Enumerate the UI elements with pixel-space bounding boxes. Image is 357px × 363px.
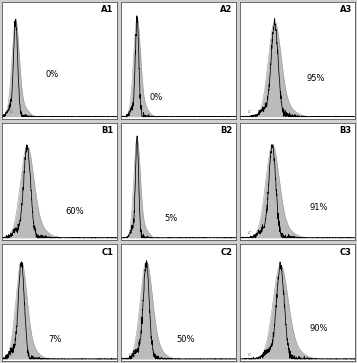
Text: 7%: 7%: [48, 335, 61, 344]
Text: C3: C3: [340, 248, 352, 257]
Text: c: c: [10, 109, 12, 114]
Text: c: c: [10, 231, 12, 235]
Text: 60%: 60%: [65, 207, 84, 216]
Text: C1: C1: [101, 248, 114, 257]
Text: c: c: [248, 231, 251, 235]
Text: 0%: 0%: [150, 93, 163, 102]
Text: c: c: [129, 351, 132, 356]
Text: B1: B1: [101, 126, 114, 135]
Text: 91%: 91%: [309, 203, 328, 212]
Text: A3: A3: [340, 5, 352, 14]
Text: c: c: [248, 351, 251, 356]
Text: c: c: [10, 351, 12, 356]
Text: A2: A2: [220, 5, 233, 14]
Text: A1: A1: [101, 5, 114, 14]
Text: B2: B2: [220, 126, 233, 135]
Text: 0%: 0%: [46, 70, 59, 79]
Text: c: c: [129, 231, 132, 235]
Text: c: c: [248, 109, 251, 114]
Text: C2: C2: [221, 248, 233, 257]
Text: 5%: 5%: [165, 214, 178, 223]
Text: 95%: 95%: [307, 74, 325, 83]
Text: c: c: [129, 109, 132, 114]
Text: B3: B3: [340, 126, 352, 135]
Text: 90%: 90%: [309, 324, 328, 333]
Text: 50%: 50%: [176, 335, 195, 344]
